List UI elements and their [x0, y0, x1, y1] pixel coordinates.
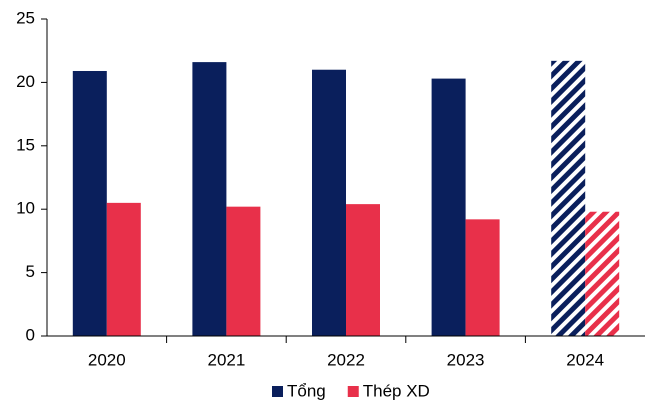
y-tick-label: 25 [16, 8, 35, 27]
bar [312, 69, 346, 336]
x-tick-label: 2021 [207, 350, 245, 369]
bar [106, 202, 141, 336]
x-tick-label: 2024 [566, 350, 604, 369]
bar [465, 219, 500, 336]
y-tick-label: 20 [16, 72, 35, 91]
legend-label: Thép XD [363, 381, 430, 400]
x-tick-label: 2023 [447, 350, 485, 369]
bar [585, 211, 620, 336]
legend-swatch [347, 386, 359, 397]
bar [72, 70, 107, 336]
bar [226, 206, 261, 336]
bar [346, 204, 380, 336]
legend-swatch [272, 386, 283, 397]
y-tick-label: 15 [16, 135, 35, 154]
y-tick-label: 10 [16, 199, 35, 218]
y-tick-label: 5 [26, 262, 35, 281]
x-tick-label: 2020 [88, 350, 126, 369]
bar [551, 60, 586, 337]
legend-label: Tổng [287, 381, 326, 400]
x-tick-label: 2022 [327, 350, 365, 369]
y-tick-label: 0 [26, 325, 35, 344]
bar [192, 62, 227, 336]
bar [431, 78, 466, 336]
